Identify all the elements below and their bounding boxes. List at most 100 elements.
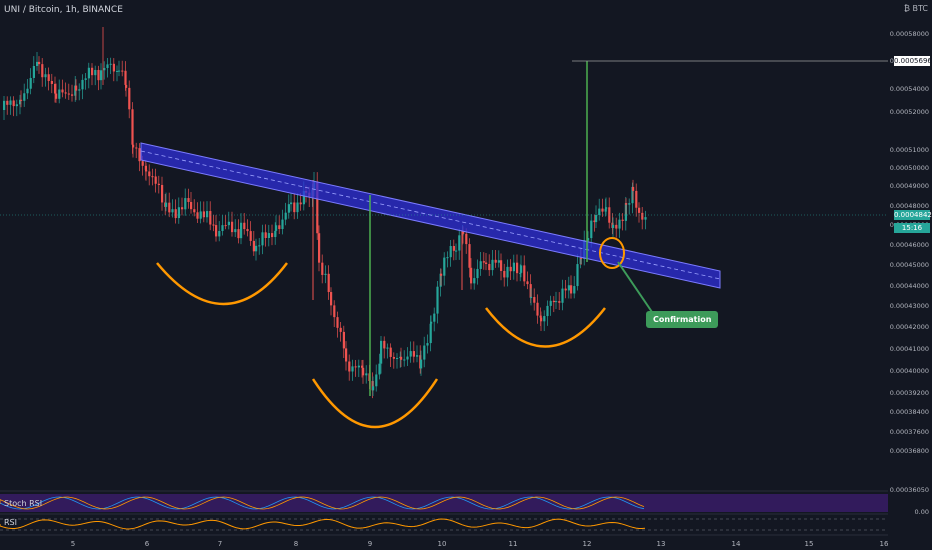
candle-body bbox=[64, 92, 67, 94]
candle-body bbox=[145, 169, 148, 172]
candle-body bbox=[354, 366, 357, 368]
candle-body bbox=[348, 361, 351, 372]
candle-body bbox=[9, 100, 12, 105]
x-tick-label: 11 bbox=[509, 540, 518, 548]
candle-body bbox=[116, 70, 119, 72]
candle-body bbox=[302, 191, 305, 205]
candle-body bbox=[644, 217, 647, 220]
candle-body bbox=[138, 148, 141, 162]
candle-body bbox=[638, 207, 641, 213]
candle-body bbox=[406, 356, 409, 360]
candle-body bbox=[12, 100, 15, 107]
x-tick-label: 12 bbox=[583, 540, 592, 548]
candle-body bbox=[202, 211, 205, 218]
candle-body bbox=[330, 292, 333, 306]
candle-body bbox=[533, 297, 536, 303]
candle-body bbox=[54, 83, 57, 94]
candle-body bbox=[436, 286, 439, 314]
candle-body bbox=[135, 147, 138, 149]
chart-grid bbox=[0, 490, 932, 536]
candle-body bbox=[468, 244, 471, 268]
candle-body bbox=[29, 77, 32, 89]
candle-body bbox=[573, 286, 576, 294]
candle-body bbox=[523, 265, 526, 282]
confirmation-circle bbox=[599, 237, 625, 269]
x-tick-label: 10 bbox=[438, 540, 447, 548]
candle-body bbox=[375, 374, 378, 387]
candle-body bbox=[20, 99, 23, 101]
channel-midline bbox=[140, 150, 721, 280]
stoch-rsi-label[interactable]: Stoch RSI bbox=[4, 499, 43, 508]
candle-body bbox=[249, 231, 252, 241]
candle-body bbox=[516, 262, 519, 274]
y-tick-label: 0.00046000 bbox=[890, 241, 929, 249]
candle-body bbox=[443, 257, 446, 276]
candle-body bbox=[601, 208, 604, 212]
candle-body bbox=[121, 70, 124, 72]
candle-body bbox=[193, 209, 196, 213]
candle-body bbox=[177, 207, 180, 219]
candle-body bbox=[452, 246, 455, 251]
candle-body bbox=[255, 245, 258, 252]
candle-body bbox=[221, 225, 224, 232]
candle-body bbox=[628, 203, 631, 205]
y-tick-label: 0.00058000 bbox=[890, 30, 929, 38]
candle-body bbox=[396, 358, 399, 360]
candle-body bbox=[383, 340, 386, 349]
candle-body bbox=[605, 207, 608, 209]
candle-body bbox=[333, 305, 336, 318]
candle-body bbox=[41, 64, 44, 78]
candle-body bbox=[429, 323, 432, 344]
currency-label[interactable]: ₿ BTC bbox=[904, 4, 928, 13]
candle-body bbox=[243, 222, 246, 230]
candle-body bbox=[635, 190, 638, 208]
candle-body bbox=[345, 348, 348, 362]
candle-body bbox=[324, 273, 327, 275]
candle-body bbox=[3, 100, 6, 110]
candle-body bbox=[519, 272, 522, 274]
candle-body bbox=[392, 356, 395, 359]
candle-body bbox=[215, 225, 218, 237]
candle-body bbox=[58, 89, 61, 99]
candle-body bbox=[576, 264, 579, 287]
y-tick-label: 0.00049000 bbox=[890, 182, 929, 190]
rsi-label[interactable]: RSI bbox=[4, 518, 17, 527]
candle-body bbox=[362, 367, 365, 376]
candle-body bbox=[473, 278, 476, 284]
rsi-pane bbox=[0, 518, 888, 531]
candle-body bbox=[570, 285, 573, 294]
target-price-tag: 0.00056964 bbox=[894, 56, 932, 66]
candle-body bbox=[412, 351, 415, 357]
candle-body bbox=[400, 356, 403, 360]
candle-body bbox=[157, 183, 160, 185]
candle-body bbox=[264, 232, 267, 239]
candle-body bbox=[449, 246, 452, 258]
candle-body bbox=[132, 144, 135, 148]
y-tick-label: 0.00036050 bbox=[890, 486, 929, 494]
candle-body bbox=[109, 63, 112, 65]
head-arc bbox=[311, 378, 439, 429]
candle-body bbox=[500, 260, 503, 271]
x-tick-label: 13 bbox=[657, 540, 666, 548]
candle-body bbox=[199, 211, 202, 219]
candle-body bbox=[357, 365, 360, 368]
candle-body bbox=[296, 202, 299, 213]
x-tick-label: 16 bbox=[880, 540, 889, 548]
candle-body bbox=[281, 219, 284, 230]
candle-body bbox=[71, 94, 74, 96]
x-tick-label: 6 bbox=[145, 540, 150, 548]
y-tick-label: 0.00041000 bbox=[890, 345, 929, 353]
candle-body bbox=[44, 74, 47, 78]
candle-body bbox=[284, 212, 287, 220]
x-tick-label: 15 bbox=[805, 540, 814, 548]
y-tick-label: 0.00039200 bbox=[890, 389, 929, 397]
candle-body bbox=[234, 229, 237, 233]
chart-title: UNI / Bitcoin, 1h, BINANCE bbox=[4, 5, 123, 15]
candle-body bbox=[590, 220, 593, 239]
y-tick-label: 0.00037600 bbox=[890, 428, 929, 436]
candle-body bbox=[625, 203, 628, 205]
candle-body bbox=[168, 202, 171, 213]
candle-body bbox=[19, 99, 22, 105]
candle-body bbox=[246, 229, 249, 232]
